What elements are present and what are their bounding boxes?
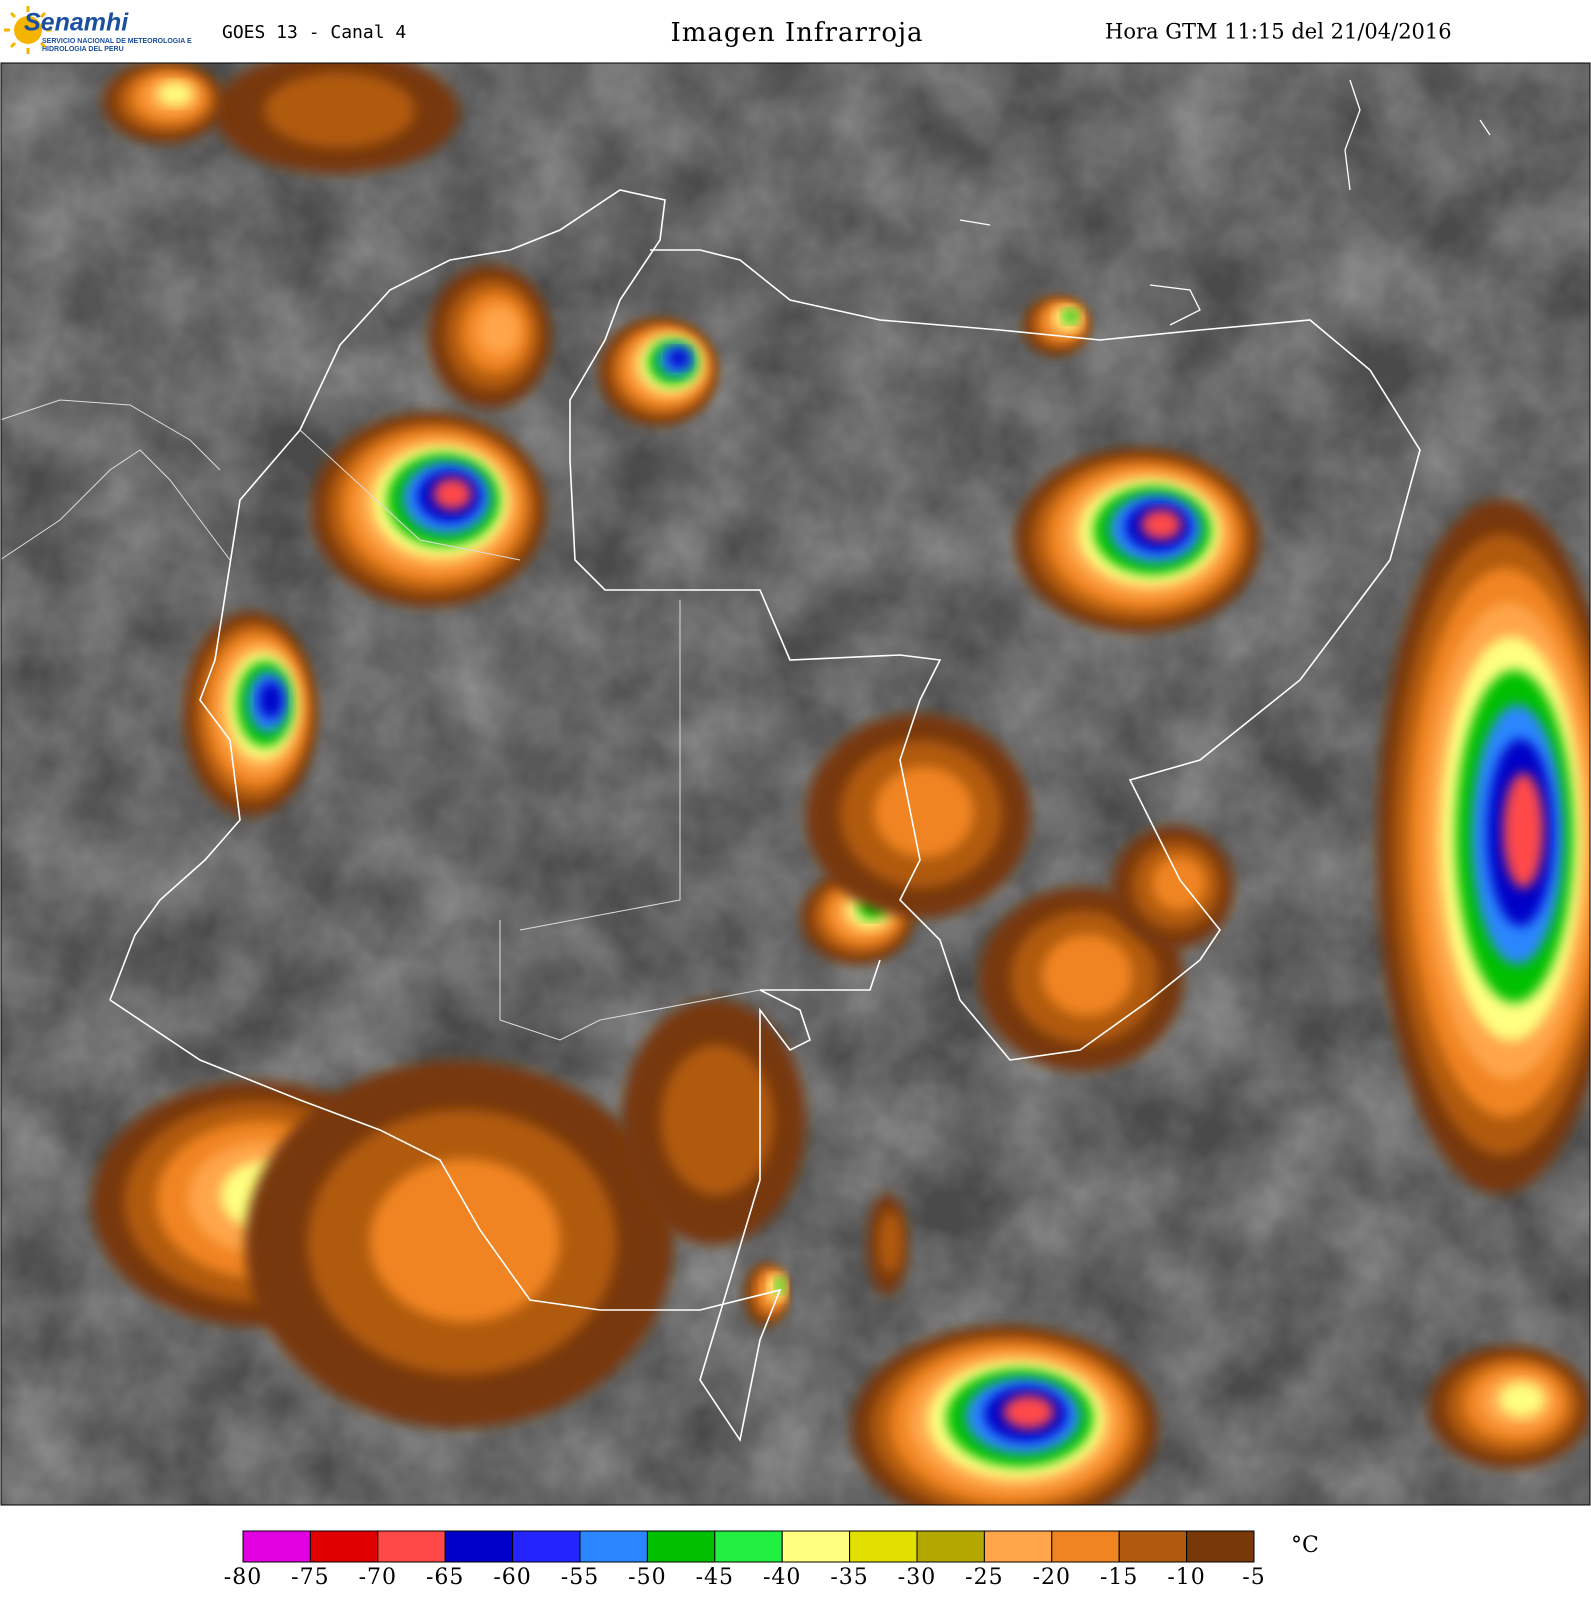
clouds xyxy=(91,63,1590,1505)
legend-tick-label: -30 xyxy=(898,1565,936,1590)
cloud xyxy=(1041,934,1133,1016)
legend-swatch xyxy=(1118,1530,1188,1563)
legend-swatch xyxy=(646,1530,716,1563)
legend-swatch xyxy=(377,1530,446,1563)
legend-tick-label: -45 xyxy=(696,1565,734,1590)
map-frame xyxy=(0,62,1591,1506)
legend-tick-label: -50 xyxy=(628,1565,666,1590)
legend-tick-label: -5 xyxy=(1242,1565,1265,1590)
legend-swatch xyxy=(242,1530,311,1563)
cloud xyxy=(1062,309,1079,324)
agency: SERVICIO NACIONAL DE METEOROLOGIA E HIDR… xyxy=(42,38,192,53)
legend-tick-label: -35 xyxy=(830,1565,868,1590)
legend: °C -80 -75 -70 -65 -60 -55 -50 -45 -40 -35 -30 -25 -… xyxy=(224,1530,1319,1590)
cloud xyxy=(157,82,193,106)
coastline xyxy=(959,79,1491,326)
legend-swatch xyxy=(916,1530,985,1563)
legend-tick-label: -70 xyxy=(359,1565,397,1590)
cloud xyxy=(369,1158,561,1322)
legend-unit: °C xyxy=(1291,1533,1319,1558)
agency-box: SERVICIO NACIONAL DE METEOROLOGIA E HIDR… xyxy=(42,38,192,53)
legend-tick-label: -25 xyxy=(965,1565,1003,1590)
legend-tick-label: -40 xyxy=(763,1565,801,1590)
legend-tick-label: -20 xyxy=(1033,1565,1071,1590)
cloud xyxy=(667,348,690,369)
legend-swatch xyxy=(444,1530,514,1563)
border-line xyxy=(1,399,761,1041)
cloud xyxy=(432,477,472,511)
borders xyxy=(1,79,1491,1443)
legend-swatch xyxy=(714,1530,783,1563)
legend-tick-label: -60 xyxy=(493,1565,531,1590)
legend-swatch xyxy=(1051,1530,1120,1563)
logo: Senamhi SERVICIO NACIONAL DE METEOROLOGI… xyxy=(4,6,192,54)
cloud xyxy=(1498,1382,1545,1418)
legend-swatch xyxy=(781,1530,851,1563)
border-line xyxy=(109,189,1421,1061)
cloud xyxy=(1140,509,1182,540)
legend-swatch xyxy=(512,1530,581,1563)
cloud xyxy=(660,1044,774,1196)
legend-swatch xyxy=(849,1530,918,1563)
logo-text: Senamhi xyxy=(24,9,129,37)
legend-swatch xyxy=(309,1530,379,1563)
satellite: GOES 13 - Canal 4 xyxy=(222,22,406,43)
border-line xyxy=(109,959,881,1443)
cloud xyxy=(477,305,520,356)
legend-tick-label: -75 xyxy=(291,1565,329,1590)
legend-swatch xyxy=(1186,1530,1255,1563)
legend-swatch xyxy=(983,1530,1053,1563)
legend-tick-label: -65 xyxy=(426,1565,464,1590)
cloud xyxy=(874,766,974,858)
cloud xyxy=(1503,772,1544,889)
cloud xyxy=(258,681,284,719)
map xyxy=(1,63,1590,1505)
cloud xyxy=(1003,1395,1055,1429)
legend-tick-label: -10 xyxy=(1167,1565,1205,1590)
legend-tick-label: -80 xyxy=(224,1565,262,1590)
cloud xyxy=(264,72,415,148)
legend-tick-label: -55 xyxy=(561,1565,599,1590)
title: Imagen Infrarroja xyxy=(670,18,923,48)
cloud xyxy=(775,1277,785,1293)
time: Hora GTM 11:15 del 21/04/2016 xyxy=(1105,20,1452,44)
legend-tick-label: -15 xyxy=(1100,1565,1138,1590)
cloud xyxy=(877,1211,903,1274)
legend-swatch xyxy=(579,1530,648,1563)
